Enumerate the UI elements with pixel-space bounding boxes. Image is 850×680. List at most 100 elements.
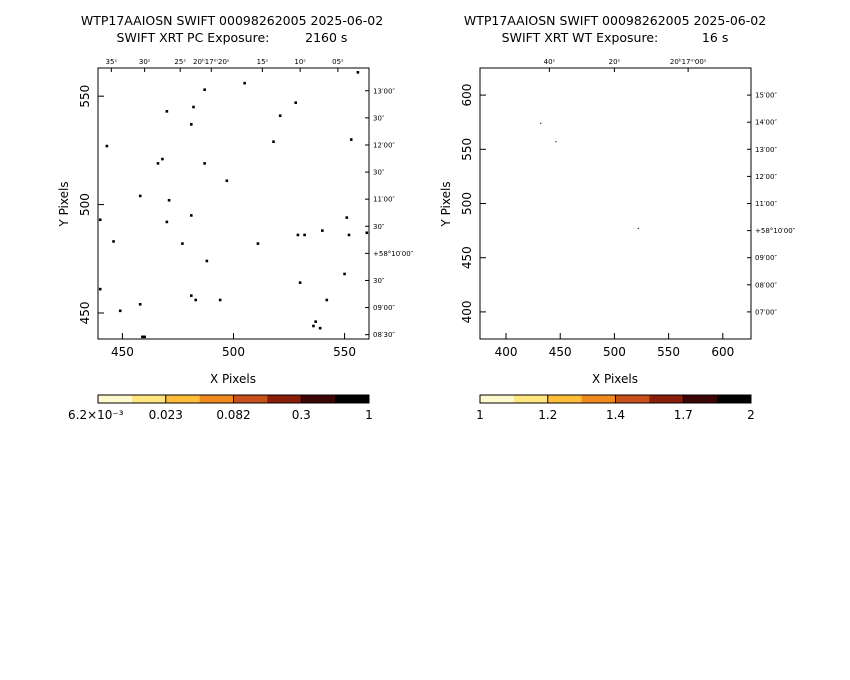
pc-colorbar-segment: [301, 395, 336, 403]
pc-colorbar-segment: [233, 395, 268, 403]
pc-event-point: [203, 162, 206, 165]
pc-event-point: [205, 259, 209, 263]
wt-dec-tick-label: +58°10′00″: [755, 227, 796, 235]
wt-colorbar-segment: [683, 395, 718, 403]
pc-panel: WTP17AAIOSN SWIFT 00098262005 2025-06-02…: [57, 13, 414, 422]
pc-colorbar-label: 0.3: [292, 408, 311, 422]
wt-panel: WTP17AAIOSN SWIFT 00098262005 2025-06-02…: [439, 13, 796, 422]
pc-xtick-label: 500: [222, 345, 245, 359]
wt-dec-tick-label: 12′00″: [755, 173, 777, 181]
pc-dec-tick-label: 13′00″: [373, 87, 395, 95]
pc-colorbar-segment: [98, 395, 133, 403]
wt-event-point: [540, 122, 542, 124]
pc-event-point: [189, 123, 193, 126]
pc-colorbar-segment: [267, 395, 302, 403]
pc-y-axis-label: Y Pixels: [57, 181, 71, 227]
wt-colorbar-segment: [649, 395, 684, 403]
wt-ra-tick-label: 40ˢ: [544, 58, 556, 66]
pc-event-point: [347, 233, 351, 237]
pc-event-point: [105, 144, 109, 148]
pc-event-point: [272, 140, 275, 144]
wt-axis-ticks: 400 450 500 550 600 400 450 500 550 600 40ˢ 20ˢ 20ʰ1…: [460, 58, 796, 359]
pc-event-point: [303, 233, 306, 237]
pc-event-point: [365, 231, 369, 235]
wt-colorbar: 1 1.2 1.4 1.7 2: [476, 394, 755, 422]
wt-colorbar-segment: [717, 395, 752, 403]
pc-ra-tick-label: 35ˢ: [106, 58, 118, 66]
wt-colorbar-label: 1: [476, 408, 484, 422]
pc-event-point: [296, 233, 300, 237]
wt-x-axis-label: X Pixels: [592, 372, 638, 386]
wt-ra-tick-label: 20ˢ: [609, 58, 621, 66]
wt-colorbar-segment: [581, 395, 616, 403]
pc-event-point: [181, 242, 184, 245]
wt-dec-tick-label: 14′00″: [755, 119, 777, 127]
pc-event-point: [167, 198, 171, 202]
pc-event-point: [298, 281, 302, 284]
pc-ra-tick-label: 05ˢ: [332, 58, 344, 66]
wt-xtick-label: 550: [657, 345, 680, 359]
pc-colorbar-segment: [335, 395, 370, 403]
pc-event-point: [143, 335, 146, 339]
wt-xtick-label: 600: [711, 345, 734, 359]
wt-colorbar-segment: [615, 395, 650, 403]
wt-colorbar-segment: [547, 395, 583, 403]
pc-ra-tick-label: 15ˢ: [257, 58, 269, 66]
pc-event-point: [314, 320, 317, 323]
pc-dec-tick-label: 30″: [373, 114, 385, 122]
pc-ytick-label: 450: [78, 302, 92, 325]
pc-colorbar-segment: [131, 395, 167, 403]
wt-y-axis-label: Y Pixels: [439, 181, 453, 227]
pc-xtick-label: 450: [111, 345, 134, 359]
wt-event-point: [555, 141, 557, 143]
pc-event-point: [349, 138, 353, 141]
wt-dec-tick-label: 08′00″: [755, 281, 777, 289]
pc-dec-tick-label: 08′30″: [373, 331, 395, 339]
pc-dec-tick-label: 09′00″: [373, 304, 395, 312]
pc-dec-tick-label: 30″: [373, 277, 385, 285]
pc-event-point: [118, 309, 122, 313]
pc-ytick-label: 550: [78, 85, 92, 108]
pc-colorbar-label: 1: [365, 408, 373, 422]
pc-event-point: [194, 298, 198, 302]
wt-ytick-label: 450: [460, 246, 474, 269]
pc-event-point: [294, 101, 297, 104]
pc-title: WTP17AAIOSN SWIFT 00098262005 2025-06-02: [81, 13, 383, 28]
pc-xtick-label: 550: [333, 345, 356, 359]
pc-event-point: [189, 214, 193, 217]
pc-x-axis-label: X Pixels: [210, 372, 256, 386]
wt-dec-tick-label: 09′00″: [755, 254, 777, 262]
pc-event-point: [243, 81, 246, 85]
wt-colorbar-segment: [513, 395, 549, 403]
wt-ra-tick-label: 20ʰ17ᵐ00ˢ: [670, 58, 707, 66]
pc-event-point: [203, 88, 206, 91]
pc-ra-tick-label: 25ˢ: [174, 58, 186, 66]
pc-event-point: [225, 179, 229, 183]
pc-event-point: [165, 110, 169, 113]
pc-event-point: [138, 194, 142, 198]
wt-xtick-label: 400: [495, 345, 518, 359]
pc-colorbar-segment: [199, 395, 234, 403]
wt-colorbar-label: 2: [747, 408, 755, 422]
pc-colorbar: 6.2×10⁻³ 0.023 0.082 0.3 1: [68, 394, 373, 422]
pc-dec-tick-label: +58°10′00″: [373, 250, 414, 258]
pc-subtitle: SWIFT XRT PC Exposure: 2160 s: [117, 30, 348, 45]
wt-ytick-label: 500: [460, 192, 474, 215]
pc-dec-tick-label: 30″: [373, 169, 385, 177]
wt-colorbar-segment: [480, 395, 515, 403]
wt-colorbar-label: 1.2: [538, 408, 557, 422]
pc-ra-tick-label: 30ˢ: [139, 58, 151, 66]
pc-event-point: [318, 326, 322, 330]
wt-title: WTP17AAIOSN SWIFT 00098262005 2025-06-02: [464, 13, 766, 28]
pc-ra-tick-label: 20ʰ17ᵐ20ˢ: [193, 58, 230, 66]
pc-event-point: [278, 114, 282, 117]
pc-ytick-label: 500: [78, 193, 92, 216]
pc-event-point: [321, 229, 324, 232]
wt-subtitle: SWIFT XRT WT Exposure: 16 s: [502, 30, 729, 45]
pc-event-point: [98, 287, 102, 291]
wt-ytick-label: 400: [460, 300, 474, 323]
pc-event-point: [112, 240, 115, 243]
wt-dec-tick-label: 15′00″: [755, 92, 777, 100]
pc-event-point: [189, 294, 193, 297]
